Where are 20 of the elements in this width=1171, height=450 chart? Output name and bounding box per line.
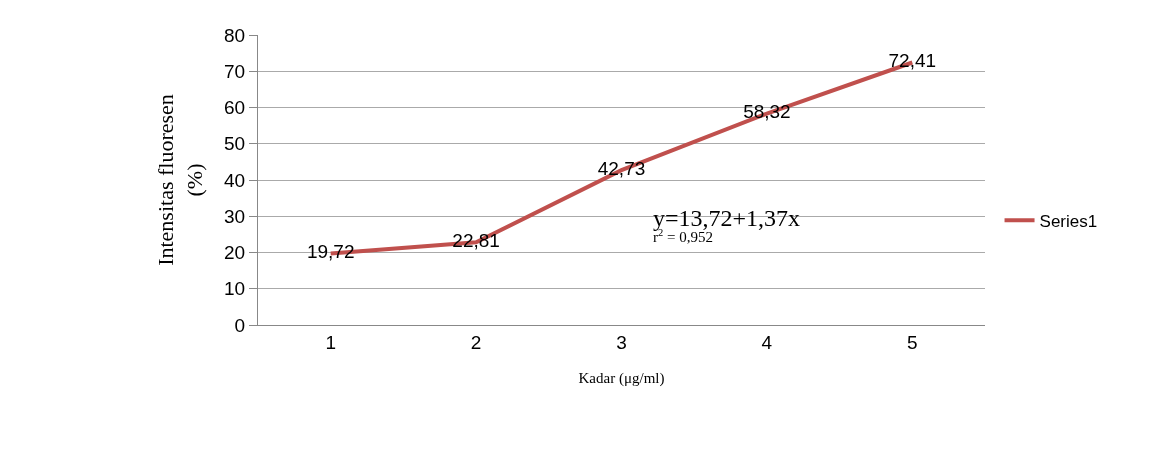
x-tick-label: 4 [761,331,773,353]
y-axis-title: Intensitas fluoresen (%) [153,94,207,266]
legend-label: Series1 [1039,211,1098,231]
x-axis-title: Kadar (μg/ml) [578,369,665,387]
y-tick-label: 50 [224,133,246,155]
x-tick-label: 2 [470,331,482,353]
y-tick-label: 60 [224,97,246,119]
y-tick-label: 20 [224,242,246,264]
annotation: y=13,72+1,37x [653,205,801,231]
y-tick-label: 10 [224,278,246,300]
text: 72,41 [888,50,937,72]
y-tick-label: 70 [224,60,246,82]
y-tick-label: 0 [234,314,246,336]
y-tick-label: 30 [224,205,246,227]
x-tick-label: 3 [616,331,627,353]
y-tick-label: 40 [224,169,246,191]
x-tick-label: 5 [907,331,918,353]
text: 19,72 [306,241,355,263]
x-tick-label: 1 [325,331,336,353]
y-tick-label: 80 [224,24,246,46]
